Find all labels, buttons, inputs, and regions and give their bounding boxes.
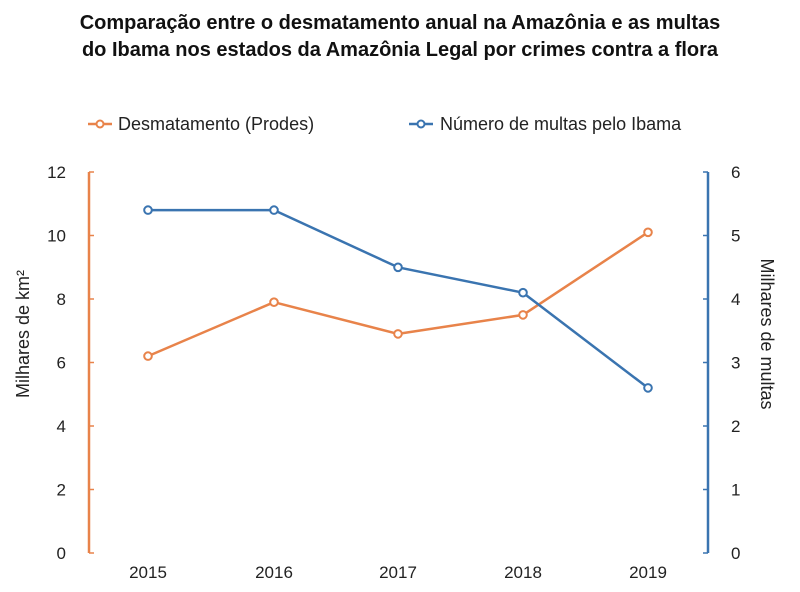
right-axis-tick-label: 2 — [731, 417, 740, 436]
right-axis-tick-label: 1 — [731, 481, 740, 500]
right-axis-tick-label: 3 — [731, 354, 740, 373]
x-axis-tick-label: 2019 — [629, 563, 667, 582]
data-point — [143, 205, 153, 215]
data-point — [518, 310, 528, 320]
legend-label: Número de multas pelo Ibama — [440, 114, 682, 134]
legend-swatch-marker — [95, 119, 105, 129]
legend: Desmatamento (Prodes) Número de multas pe… — [88, 114, 682, 134]
series-line — [148, 208, 649, 389]
chart-title-line-2: do Ibama nos estados da Amazônia Legal p… — [81, 39, 719, 61]
right-axis-title: Milhares de multas — [757, 258, 777, 409]
right-axis-tick-label: 0 — [731, 544, 740, 563]
chart-title: Comparação entre o desmatamento anual na… — [0, 10, 800, 64]
x-axis-tick-label: 2018 — [504, 563, 542, 582]
x-axis-tick-label: 2017 — [379, 563, 417, 582]
left-axis-tick-label: 0 — [57, 544, 66, 563]
left-axis-tick-label: 12 — [47, 163, 66, 182]
legend-swatch-marker — [416, 119, 426, 129]
series-layer — [143, 205, 653, 393]
data-point — [143, 351, 153, 361]
data-point — [518, 287, 528, 298]
left-axis-tick-label: 6 — [57, 354, 66, 373]
right-axis-tick-label: 5 — [731, 227, 740, 246]
left-axis-tick-label: 8 — [57, 290, 66, 309]
data-point — [643, 383, 653, 393]
left-axis-tick-label: 4 — [57, 417, 66, 436]
x-axis-tick-label: 2016 — [255, 563, 293, 582]
data-point — [393, 262, 403, 273]
legend-label: Desmatamento (Prodes) — [118, 114, 314, 134]
left-axis-title: Milhares de km² — [13, 270, 33, 398]
data-point — [393, 329, 403, 339]
left-axis-tick-label: 10 — [47, 227, 66, 246]
left-axis-tick-label: 2 — [57, 481, 66, 500]
right-axis-tick-label: 4 — [731, 290, 740, 309]
data-point — [643, 227, 653, 238]
data-point — [269, 297, 279, 308]
x-axis-tick-label: 2015 — [129, 563, 167, 582]
data-point — [269, 205, 279, 215]
chart-title-line-1: Comparação entre o desmatamento anual na… — [79, 12, 721, 34]
right-axis-tick-label: 6 — [731, 163, 740, 182]
